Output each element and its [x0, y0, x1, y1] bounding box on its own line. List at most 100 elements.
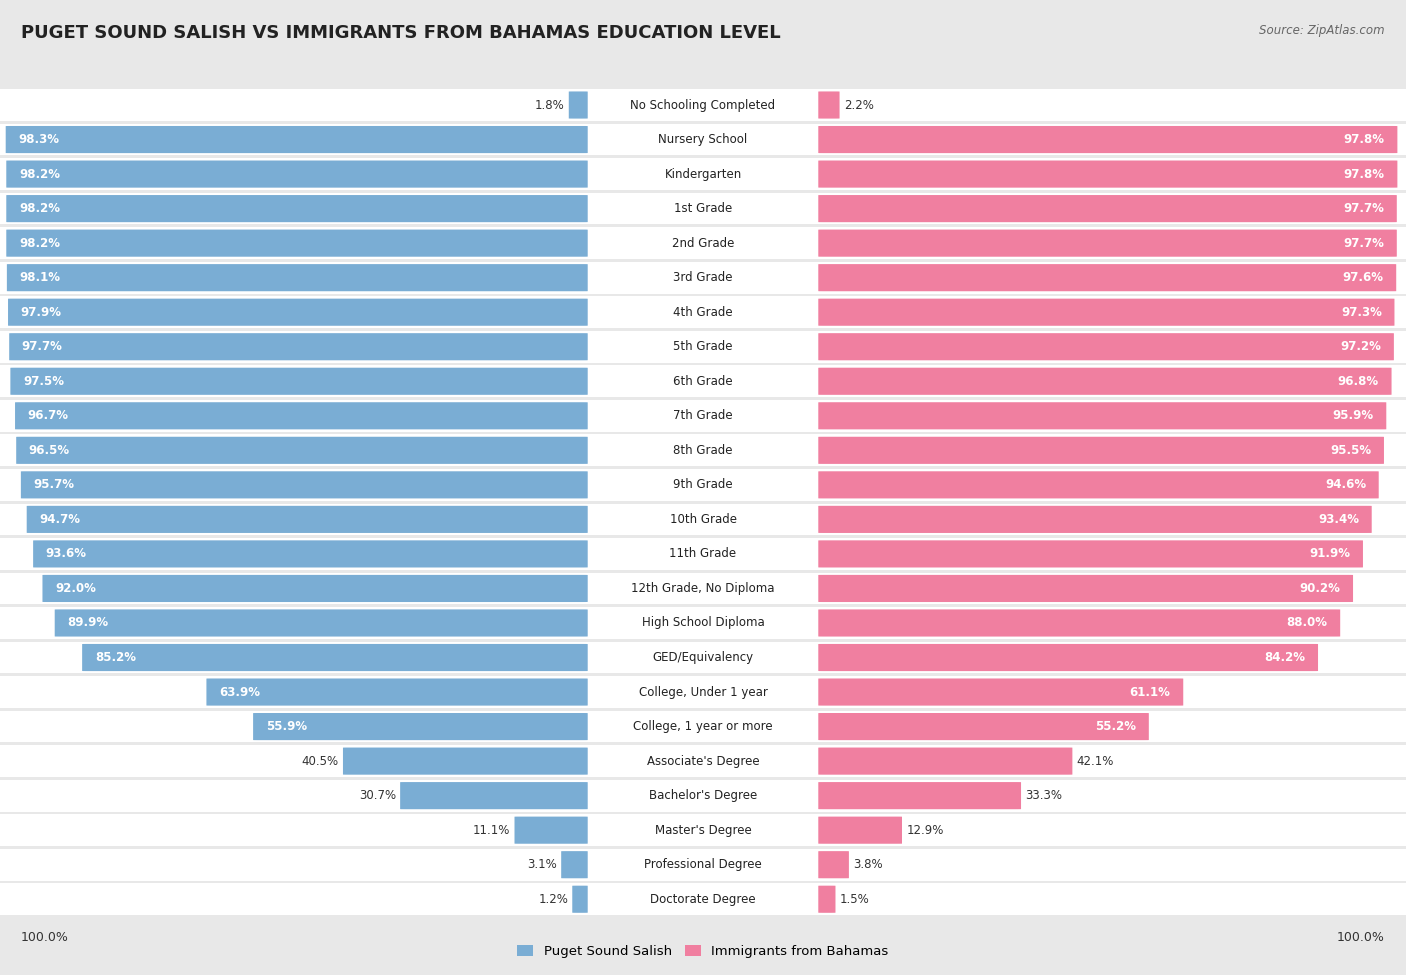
Bar [0, 89, 1406, 121]
Bar [0, 849, 1406, 880]
Text: 98.2%: 98.2% [18, 168, 60, 180]
Bar [0, 538, 1406, 569]
Text: 55.9%: 55.9% [266, 721, 307, 733]
Text: 84.2%: 84.2% [1264, 651, 1305, 664]
Bar [0, 780, 1406, 811]
FancyBboxPatch shape [515, 817, 588, 843]
FancyBboxPatch shape [818, 368, 1392, 395]
FancyBboxPatch shape [818, 644, 1317, 671]
Bar [0, 677, 1406, 708]
Text: 93.4%: 93.4% [1317, 513, 1360, 526]
FancyBboxPatch shape [818, 229, 1396, 256]
FancyBboxPatch shape [10, 333, 588, 361]
FancyBboxPatch shape [818, 748, 1073, 775]
Text: 40.5%: 40.5% [302, 755, 339, 767]
Bar [0, 158, 1406, 190]
FancyBboxPatch shape [818, 437, 1384, 464]
Text: 97.7%: 97.7% [22, 340, 63, 353]
FancyBboxPatch shape [6, 126, 588, 153]
Text: 98.1%: 98.1% [20, 271, 60, 284]
FancyBboxPatch shape [818, 333, 1393, 361]
Text: 1.8%: 1.8% [534, 98, 565, 111]
Text: 94.7%: 94.7% [39, 513, 80, 526]
Text: 88.0%: 88.0% [1286, 616, 1327, 630]
FancyBboxPatch shape [818, 298, 1395, 326]
Text: 95.7%: 95.7% [34, 479, 75, 491]
Text: Nursery School: Nursery School [658, 133, 748, 146]
Text: 97.3%: 97.3% [1341, 306, 1382, 319]
Bar [0, 607, 1406, 639]
Text: 90.2%: 90.2% [1299, 582, 1340, 595]
Text: 11th Grade: 11th Grade [669, 547, 737, 561]
Bar [0, 745, 1406, 777]
Text: 63.9%: 63.9% [219, 685, 260, 698]
FancyBboxPatch shape [818, 126, 1398, 153]
Text: Kindergarten: Kindergarten [665, 168, 741, 180]
Text: 1.2%: 1.2% [538, 893, 568, 906]
Text: Master's Degree: Master's Degree [655, 824, 751, 837]
FancyBboxPatch shape [343, 748, 588, 775]
Text: 3rd Grade: 3rd Grade [673, 271, 733, 284]
Text: 93.6%: 93.6% [46, 547, 87, 561]
Legend: Puget Sound Salish, Immigrants from Bahamas: Puget Sound Salish, Immigrants from Baha… [512, 940, 894, 963]
FancyBboxPatch shape [6, 161, 588, 187]
Text: High School Diploma: High School Diploma [641, 616, 765, 630]
Text: 55.2%: 55.2% [1095, 721, 1136, 733]
FancyBboxPatch shape [818, 540, 1362, 567]
Bar [0, 331, 1406, 363]
FancyBboxPatch shape [7, 264, 588, 292]
Text: 94.6%: 94.6% [1324, 479, 1367, 491]
FancyBboxPatch shape [818, 195, 1396, 222]
Text: 97.8%: 97.8% [1344, 133, 1385, 146]
Bar [0, 572, 1406, 604]
Text: 98.3%: 98.3% [18, 133, 59, 146]
FancyBboxPatch shape [10, 368, 588, 395]
Text: 8th Grade: 8th Grade [673, 444, 733, 457]
Text: 12.9%: 12.9% [907, 824, 943, 837]
Text: 97.8%: 97.8% [1344, 168, 1385, 180]
Text: Professional Degree: Professional Degree [644, 858, 762, 872]
Bar [0, 193, 1406, 224]
Text: 33.3%: 33.3% [1025, 789, 1063, 802]
Text: 95.9%: 95.9% [1333, 410, 1374, 422]
Text: 85.2%: 85.2% [94, 651, 136, 664]
FancyBboxPatch shape [818, 92, 839, 119]
Text: College, Under 1 year: College, Under 1 year [638, 685, 768, 698]
Bar [0, 400, 1406, 432]
FancyBboxPatch shape [15, 403, 588, 429]
FancyBboxPatch shape [818, 264, 1396, 292]
Text: 97.6%: 97.6% [1343, 271, 1384, 284]
Bar [0, 261, 1406, 293]
Bar [0, 503, 1406, 535]
Bar [0, 469, 1406, 501]
Text: Bachelor's Degree: Bachelor's Degree [650, 789, 756, 802]
Text: 11.1%: 11.1% [472, 824, 510, 837]
Text: 6th Grade: 6th Grade [673, 374, 733, 388]
Text: 97.2%: 97.2% [1340, 340, 1381, 353]
FancyBboxPatch shape [569, 92, 588, 119]
FancyBboxPatch shape [818, 817, 903, 843]
Text: 12th Grade, No Diploma: 12th Grade, No Diploma [631, 582, 775, 595]
FancyBboxPatch shape [27, 506, 588, 533]
Text: 100.0%: 100.0% [1337, 931, 1385, 944]
Text: 98.2%: 98.2% [18, 202, 60, 215]
Text: 10th Grade: 10th Grade [669, 513, 737, 526]
Text: 97.5%: 97.5% [22, 374, 65, 388]
FancyBboxPatch shape [34, 540, 588, 567]
FancyBboxPatch shape [42, 575, 588, 602]
FancyBboxPatch shape [818, 713, 1149, 740]
Text: 30.7%: 30.7% [359, 789, 396, 802]
Bar [0, 883, 1406, 916]
Bar [0, 642, 1406, 674]
Text: PUGET SOUND SALISH VS IMMIGRANTS FROM BAHAMAS EDUCATION LEVEL: PUGET SOUND SALISH VS IMMIGRANTS FROM BA… [21, 24, 780, 42]
Text: 100.0%: 100.0% [21, 931, 69, 944]
Text: 98.2%: 98.2% [18, 237, 60, 250]
Text: 97.7%: 97.7% [1343, 202, 1384, 215]
FancyBboxPatch shape [818, 885, 835, 913]
Text: 61.1%: 61.1% [1129, 685, 1171, 698]
FancyBboxPatch shape [818, 679, 1184, 706]
Text: 96.7%: 96.7% [28, 410, 69, 422]
FancyBboxPatch shape [818, 575, 1353, 602]
FancyBboxPatch shape [818, 403, 1386, 429]
Text: College, 1 year or more: College, 1 year or more [633, 721, 773, 733]
